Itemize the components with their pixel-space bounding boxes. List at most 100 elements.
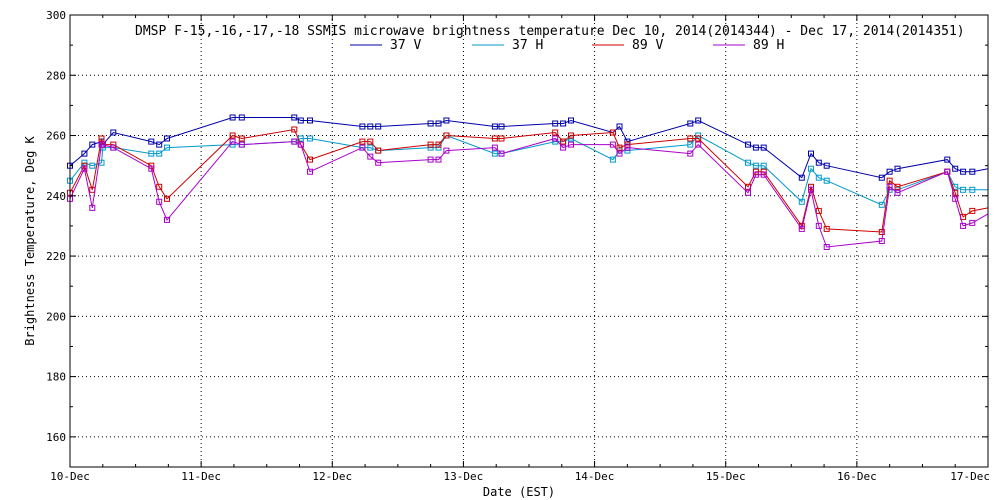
data-point — [307, 168, 313, 175]
data-point — [878, 238, 885, 244]
data-point — [687, 120, 694, 127]
x-axis: 10-Dec 11-Dec 12-Dec 13-Dec 14-Dec 15-Dec 16-D… — [50, 15, 990, 483]
data-point — [89, 162, 96, 169]
data-point — [89, 141, 96, 148]
data-point — [491, 150, 498, 157]
data-point — [435, 120, 442, 127]
data-point — [164, 216, 170, 223]
data-point — [568, 117, 574, 124]
data-point — [491, 135, 498, 142]
data-point — [624, 144, 631, 151]
y-tick-label: 280 — [46, 69, 66, 82]
series-89-h — [67, 135, 989, 250]
y-axis-title: Brightness Temperature, Deg K — [23, 135, 37, 345]
data-point — [156, 150, 163, 157]
data-point — [307, 156, 313, 163]
grid-lines — [70, 15, 988, 467]
data-point — [81, 150, 88, 157]
data-point — [894, 183, 901, 190]
data-point — [823, 244, 830, 250]
data-point — [498, 123, 505, 130]
data-point — [498, 135, 505, 142]
data-point — [164, 144, 170, 151]
data-point — [560, 144, 567, 151]
data-point — [808, 186, 814, 193]
data-point — [760, 171, 767, 178]
data-point — [435, 141, 442, 148]
data-point — [798, 198, 805, 205]
data-point — [695, 117, 702, 124]
legend-label: 89 H — [753, 38, 784, 53]
data-point — [695, 141, 702, 148]
x-tick-label: 11-Dec — [181, 470, 221, 483]
data-point — [878, 174, 885, 181]
data-point — [229, 138, 236, 145]
data-point — [443, 132, 450, 139]
data-point — [164, 135, 170, 142]
data-point — [687, 150, 694, 157]
data-point — [745, 141, 751, 148]
data-point — [498, 150, 505, 157]
data-point — [367, 123, 374, 130]
data-point — [886, 177, 893, 184]
data-series — [67, 114, 989, 250]
x-tick-label: 14-Dec — [575, 470, 615, 483]
data-point — [560, 138, 567, 145]
data-point — [886, 168, 893, 175]
data-point — [427, 156, 434, 163]
data-point — [815, 174, 822, 181]
data-point — [367, 153, 374, 160]
y-tick-label: 160 — [46, 431, 66, 444]
data-point — [823, 162, 830, 169]
data-point — [815, 159, 822, 166]
data-point — [609, 129, 616, 136]
data-point — [944, 156, 951, 163]
x-tick-label: 17-Dec — [950, 470, 990, 483]
data-point — [878, 201, 885, 208]
data-point — [687, 135, 694, 142]
data-point — [798, 174, 805, 181]
data-point — [238, 141, 245, 148]
data-point — [894, 165, 901, 172]
data-point — [616, 123, 623, 130]
x-tick-label: 10-Dec — [50, 470, 90, 483]
y-tick-label: 260 — [46, 130, 66, 143]
data-point — [238, 114, 245, 121]
data-point — [148, 150, 155, 157]
data-point — [307, 117, 313, 124]
data-point — [960, 186, 967, 193]
data-point — [815, 207, 822, 214]
data-point — [148, 165, 155, 172]
data-point — [695, 135, 702, 142]
data-point — [89, 204, 96, 211]
data-point — [952, 165, 959, 172]
data-point — [291, 138, 298, 145]
data-point — [367, 138, 374, 145]
data-point — [752, 162, 759, 169]
data-point — [375, 159, 382, 166]
data-point — [291, 126, 298, 133]
legend: 37 V 37 H 89 V 89 H — [350, 38, 784, 53]
x-tick-label: 12-Dec — [312, 470, 352, 483]
data-point — [110, 144, 117, 151]
data-point — [99, 141, 106, 148]
data-point — [552, 129, 559, 136]
data-point — [609, 156, 616, 163]
x-tick-label: 13-Dec — [444, 470, 484, 483]
data-point — [375, 147, 382, 154]
data-point — [944, 168, 951, 175]
data-point — [367, 144, 374, 151]
data-point — [815, 222, 822, 229]
data-point — [969, 168, 976, 175]
data-point — [359, 123, 366, 130]
y-tick-label: 240 — [46, 190, 66, 203]
data-point — [823, 225, 830, 232]
data-point — [443, 147, 450, 154]
data-point — [609, 141, 616, 148]
data-point — [164, 195, 170, 202]
data-point — [952, 195, 959, 202]
y-tick-label: 220 — [46, 250, 66, 263]
data-point — [760, 162, 767, 169]
data-point — [969, 219, 976, 226]
